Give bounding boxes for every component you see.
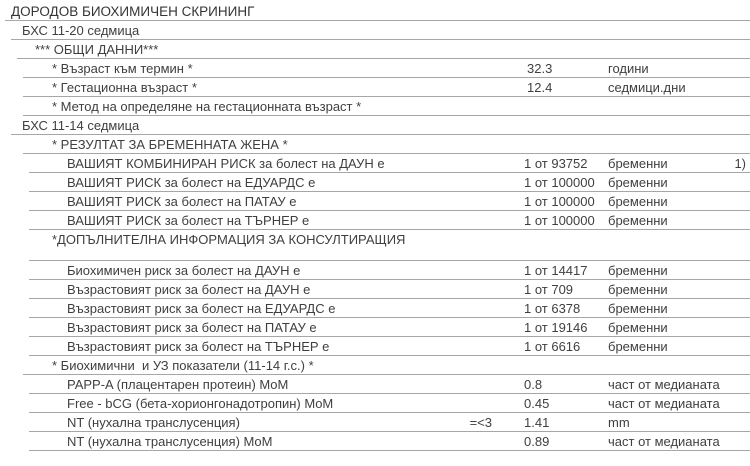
row-label: ВАШИЯТ РИСК за болест на ТЪРНЕР е bbox=[67, 213, 310, 228]
row-label: Биохимичен риск за болест на ДАУН е bbox=[67, 263, 301, 278]
table-row[interactable]: Възрастовият риск за болест на ТЪРНЕР е … bbox=[29, 337, 750, 356]
row-label: Възрастовият риск за болест на ДАУН е bbox=[67, 282, 311, 297]
row-unit: бременни bbox=[608, 213, 668, 228]
table-row[interactable]: ВАШИЯТ РИСК за болест на ЕДУАРДС е 1 от … bbox=[29, 173, 750, 192]
row-value: 1 от 100000 bbox=[524, 194, 595, 209]
row-unit: години bbox=[608, 61, 649, 76]
table-row[interactable]: NT (нухална транслусенция) =<3 1.41 mm bbox=[29, 413, 750, 432]
table-row[interactable]: ВАШИЯТ КОМБИНИРАН РИСК за болест на ДАУН… bbox=[29, 154, 750, 173]
row-label: * РЕЗУЛТАТ ЗА БРЕМЕННАТА ЖЕНА * bbox=[52, 137, 288, 152]
row-value: 0.8 bbox=[524, 377, 543, 392]
row-unit: бременни bbox=[608, 263, 668, 278]
row-label: * Възраст към термин * bbox=[52, 61, 193, 76]
table-row[interactable]: Free - bCG (бета-хорионгонадотропин) MoM… bbox=[29, 394, 750, 413]
row-label: Възрастовият риск за болест на ПАТАУ е bbox=[67, 320, 317, 335]
table-row[interactable]: Възрастовият риск за болест на ЕДУАРДС е… bbox=[29, 299, 750, 318]
row-label: *** ОБЩИ ДАННИ*** bbox=[35, 42, 159, 57]
row-value: 12.4 bbox=[527, 80, 553, 95]
row-unit: част от медианата bbox=[608, 396, 720, 411]
table-row[interactable]: *ДОПЪЛНИТЕЛНА ИНФОРМАЦИЯ ЗА КОНСУЛТИРАЩИ… bbox=[23, 230, 750, 250]
table-row[interactable]: Възрастовият риск за болест на ДАУН е 1 … bbox=[29, 280, 750, 299]
table-row[interactable]: ВАШИЯТ РИСК за болест на ПАТАУ е 1 от 10… bbox=[29, 192, 750, 211]
row-unit: част от медианата bbox=[608, 377, 720, 392]
row-label: БХС 11-20 седмица bbox=[22, 23, 140, 38]
row-unit: бременни bbox=[608, 282, 668, 297]
row-unit: бременни bbox=[608, 301, 668, 316]
table-row[interactable]: PAPP-A (плацентарен протеин) MoM 0.8 час… bbox=[29, 375, 750, 394]
table-row[interactable]: ВАШИЯТ РИСК за болест на ТЪРНЕР е 1 от 1… bbox=[29, 211, 750, 230]
row-label: ВАШИЯТ РИСК за болест на ЕДУАРДС е bbox=[67, 175, 316, 190]
row-label: Възрастовият риск за болест на ЕДУАРДС е bbox=[67, 301, 336, 316]
row-value: 0.89 bbox=[524, 434, 550, 449]
table-row[interactable]: * Възраст към термин * 32.3 години bbox=[23, 59, 750, 78]
table-row[interactable]: *** ОБЩИ ДАННИ*** bbox=[17, 40, 750, 59]
row-label: ВАШИЯТ КОМБИНИРАН РИСК за болест на ДАУН… bbox=[67, 156, 385, 171]
page-title: ДОРОДОВ БИОХИМИЧЕН СКРИНИНГ bbox=[11, 4, 255, 19]
row-value: 1 от 6616 bbox=[524, 339, 581, 354]
row-label: * Гестационна възраст * bbox=[52, 80, 197, 95]
table-row[interactable]: * Метод на определяне на гестационната в… bbox=[23, 97, 750, 116]
row-value: 1 от 93752 bbox=[524, 156, 588, 171]
screening-report-table: ДОРОДОВ БИОХИМИЧЕН СКРИНИНГ БХС 11-20 се… bbox=[5, 2, 750, 451]
row-unit: бременни bbox=[608, 320, 668, 335]
table-row[interactable]: ДОРОДОВ БИОХИМИЧЕН СКРИНИНГ bbox=[5, 2, 750, 21]
row-unit: бременни bbox=[608, 194, 668, 209]
row-unit: бременни bbox=[608, 156, 668, 171]
row-label: БХС 11-14 седмица bbox=[22, 118, 140, 133]
row-value: 1 от 100000 bbox=[524, 175, 595, 190]
row-unit: бременни bbox=[608, 175, 668, 190]
row-footnote-marker: 1) bbox=[734, 156, 746, 171]
table-row[interactable]: * Гестационна възраст * 12.4 седмици.дни bbox=[23, 78, 750, 97]
row-reference-limit: =<3 bbox=[469, 415, 492, 430]
row-value: 1 от 19146 bbox=[524, 320, 588, 335]
row-value: 1 от 709 bbox=[524, 282, 574, 297]
table-row[interactable]: БХС 11-14 седмица bbox=[11, 116, 750, 135]
row-value: 1.41 bbox=[524, 415, 550, 430]
row-label: * Биохимични и УЗ показатели (11-14 г.с.… bbox=[52, 358, 314, 373]
table-row[interactable]: NT (нухална транслусенция) MoM 0.89 част… bbox=[29, 432, 750, 451]
row-value: 1 от 14417 bbox=[524, 263, 588, 278]
row-label: Free - bCG (бета-хорионгонадотропин) MoM bbox=[67, 396, 334, 411]
row-label: * Метод на определяне на гестационната в… bbox=[52, 99, 362, 114]
row-label: PAPP-A (плацентарен протеин) MoM bbox=[67, 377, 289, 392]
row-value: 1 от 6378 bbox=[524, 301, 581, 316]
table-row[interactable]: Възрастовият риск за болест на ПАТАУ е 1… bbox=[29, 318, 750, 337]
row-value: 1 от 100000 bbox=[524, 213, 595, 228]
row-value: 32.3 bbox=[527, 61, 553, 76]
row-label: Възрастовият риск за болест на ТЪРНЕР е bbox=[67, 339, 330, 354]
row-unit: седмици.дни bbox=[608, 80, 686, 95]
row-label: NT (нухална транслусенция) MoM bbox=[67, 434, 273, 449]
row-label: ВАШИЯТ РИСК за болест на ПАТАУ е bbox=[67, 194, 297, 209]
row-unit: бременни bbox=[608, 339, 668, 354]
row-label: *ДОПЪЛНИТЕЛНА ИНФОРМАЦИЯ ЗА КОНСУЛТИРАЩИ… bbox=[52, 232, 406, 247]
table-row[interactable]: * РЕЗУЛТАТ ЗА БРЕМЕННАТА ЖЕНА * bbox=[23, 135, 750, 154]
row-value: 0.45 bbox=[524, 396, 550, 411]
row-unit: mm bbox=[608, 415, 630, 430]
row-unit: част от медианата bbox=[608, 434, 720, 449]
table-row[interactable]: БХС 11-20 седмица bbox=[11, 21, 750, 40]
table-row[interactable]: Биохимичен риск за болест на ДАУН е 1 от… bbox=[29, 261, 750, 280]
table-row-empty bbox=[29, 250, 750, 261]
row-label: NT (нухална транслусенция) bbox=[67, 415, 240, 430]
table-row[interactable]: * Биохимични и УЗ показатели (11-14 г.с.… bbox=[23, 356, 750, 375]
